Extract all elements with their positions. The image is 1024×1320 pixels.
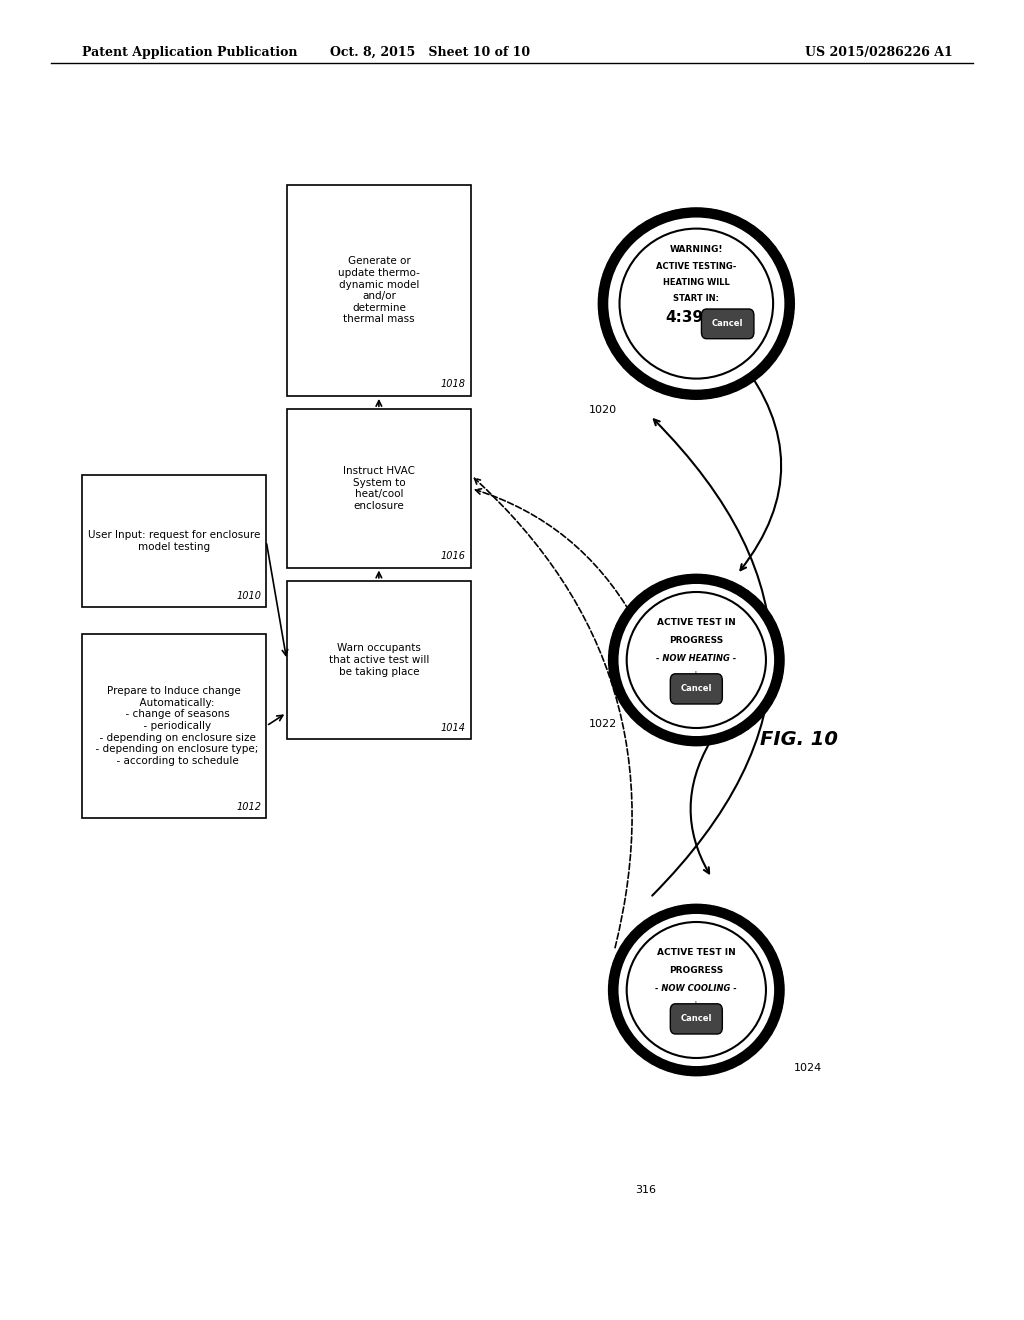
Text: 1012: 1012 bbox=[237, 801, 261, 812]
Ellipse shape bbox=[627, 921, 766, 1059]
Text: FIG. 10: FIG. 10 bbox=[760, 730, 838, 748]
Text: 1010: 1010 bbox=[237, 590, 261, 601]
Text: 1016: 1016 bbox=[441, 550, 466, 561]
FancyBboxPatch shape bbox=[287, 581, 471, 739]
Text: 1014: 1014 bbox=[441, 722, 466, 733]
Text: 316: 316 bbox=[635, 1185, 656, 1196]
Text: Oct. 8, 2015   Sheet 10 of 10: Oct. 8, 2015 Sheet 10 of 10 bbox=[330, 46, 530, 59]
Text: - | -: - | - bbox=[690, 1002, 702, 1008]
Text: Generate or
update thermo-
dynamic model
and/or
determine
thermal mass: Generate or update thermo- dynamic model… bbox=[338, 256, 420, 325]
Text: 4:39: 4:39 bbox=[666, 310, 703, 325]
Text: 1018: 1018 bbox=[441, 379, 466, 389]
Text: HEATING WILL: HEATING WILL bbox=[663, 279, 730, 288]
Ellipse shape bbox=[620, 228, 773, 379]
Text: PROGRESS: PROGRESS bbox=[670, 636, 723, 645]
FancyBboxPatch shape bbox=[671, 673, 722, 704]
Text: Instruct HVAC
System to
heat/cool
enclosure: Instruct HVAC System to heat/cool enclos… bbox=[343, 466, 415, 511]
FancyBboxPatch shape bbox=[82, 634, 266, 818]
Text: - NOW COOLING -: - NOW COOLING - bbox=[655, 985, 737, 993]
Text: US 2015/0286226 A1: US 2015/0286226 A1 bbox=[805, 46, 952, 59]
Text: 1020: 1020 bbox=[589, 405, 616, 416]
Ellipse shape bbox=[609, 906, 783, 1074]
Text: - NOW HEATING -: - NOW HEATING - bbox=[656, 655, 736, 663]
Text: Cancel: Cancel bbox=[681, 1014, 712, 1023]
Text: Cancel: Cancel bbox=[712, 319, 743, 329]
Ellipse shape bbox=[599, 209, 794, 399]
Text: User Input: request for enclosure
model testing: User Input: request for enclosure model … bbox=[88, 531, 260, 552]
FancyBboxPatch shape bbox=[287, 185, 471, 396]
Ellipse shape bbox=[617, 913, 775, 1067]
Text: 1022: 1022 bbox=[589, 719, 617, 730]
FancyBboxPatch shape bbox=[82, 475, 266, 607]
Text: ACTIVE TEST IN: ACTIVE TEST IN bbox=[657, 618, 735, 627]
Text: Prepare to Induce change
  Automatically:
  - change of seasons
  - periodically: Prepare to Induce change Automatically: … bbox=[89, 686, 259, 766]
FancyBboxPatch shape bbox=[671, 1003, 722, 1034]
Ellipse shape bbox=[607, 216, 785, 391]
Ellipse shape bbox=[627, 591, 766, 729]
Text: ACTIVE TESTING-: ACTIVE TESTING- bbox=[656, 261, 736, 271]
FancyBboxPatch shape bbox=[287, 409, 471, 568]
Text: 1024: 1024 bbox=[794, 1063, 822, 1073]
Text: ACTIVE TEST IN: ACTIVE TEST IN bbox=[657, 948, 735, 957]
Ellipse shape bbox=[609, 576, 783, 744]
Text: WARNING!: WARNING! bbox=[670, 246, 723, 253]
Text: PROGRESS: PROGRESS bbox=[670, 966, 723, 975]
Text: - | -: - | - bbox=[690, 672, 702, 678]
Text: START IN:: START IN: bbox=[674, 294, 719, 302]
Text: Patent Application Publication: Patent Application Publication bbox=[82, 46, 297, 59]
Text: Cancel: Cancel bbox=[681, 684, 712, 693]
Text: Warn occupants
that active test will
be taking place: Warn occupants that active test will be … bbox=[329, 643, 429, 677]
FancyBboxPatch shape bbox=[701, 309, 754, 339]
Ellipse shape bbox=[617, 583, 775, 737]
